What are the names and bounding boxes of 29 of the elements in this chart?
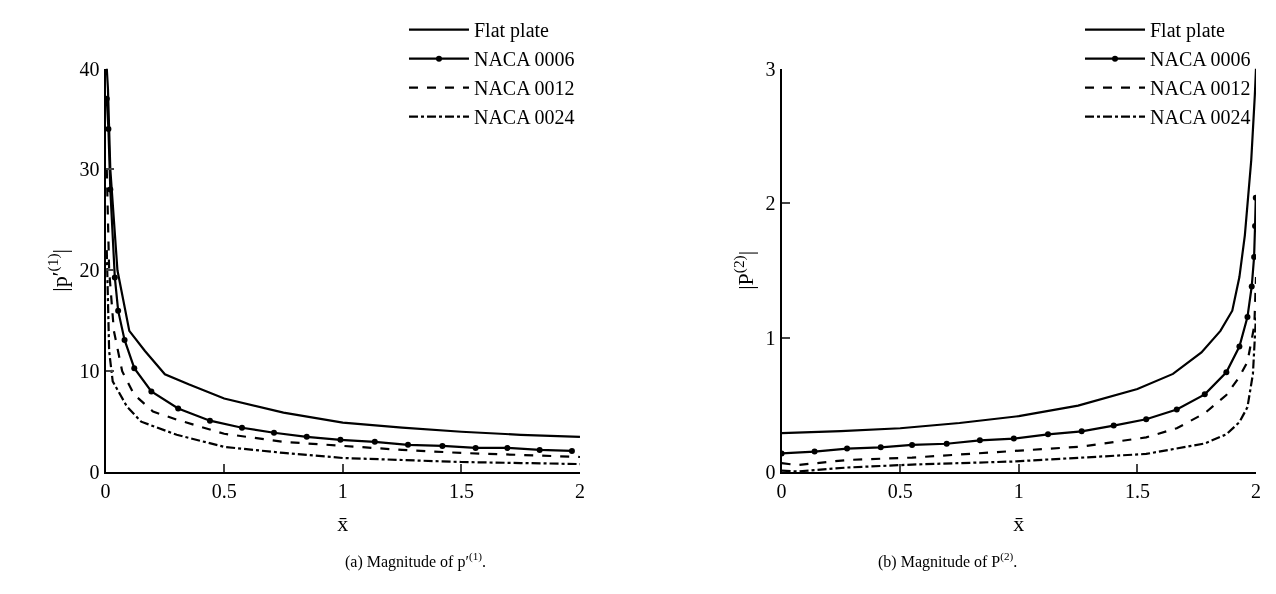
- y-tick-label: 10: [79, 360, 100, 383]
- x-tick-label: 1.5: [448, 480, 474, 503]
- text: (b) Magnitude of P$^{(2)}$.: [878, 550, 1018, 571]
- y-tick-label: 1: [765, 326, 776, 349]
- x-tick-label: 1.5: [1124, 480, 1150, 503]
- x-tick-label: 1: [337, 480, 348, 503]
- legend-label: NACA 0006: [473, 48, 575, 71]
- legend-label: NACA 0024: [1150, 106, 1251, 129]
- y-tick-label: 20: [79, 259, 100, 282]
- y-tick-label: 40: [79, 57, 100, 80]
- y-tick-label: 2: [765, 192, 776, 215]
- y-tick-label: 30: [79, 158, 100, 181]
- x-axis-title: x̄: [1013, 510, 1025, 536]
- legend-label: NACA 0006: [1150, 48, 1251, 71]
- legend-label: NACA 0024: [473, 106, 575, 129]
- legend-label: NACA 0012: [1150, 77, 1251, 100]
- x-tick-label: 0.5: [211, 480, 237, 503]
- legend-label: Flat plate: [1150, 19, 1226, 43]
- legend-label: Flat plate: [473, 19, 550, 43]
- y-tick-label: 0: [765, 461, 776, 484]
- x-tick-label: 2: [574, 480, 585, 503]
- text: (a) Magnitude of p′$^{(1)}$.: [345, 550, 486, 571]
- legend-label: NACA 0012: [473, 77, 575, 100]
- x-tick-label: 0.5: [887, 480, 913, 503]
- x-axis-title: x̄: [337, 510, 349, 536]
- y-tick-label: 3: [765, 57, 776, 80]
- y-tick-label: 0: [89, 461, 100, 484]
- x-tick-label: 2: [1251, 480, 1261, 503]
- x-tick-label: 1: [1013, 480, 1024, 503]
